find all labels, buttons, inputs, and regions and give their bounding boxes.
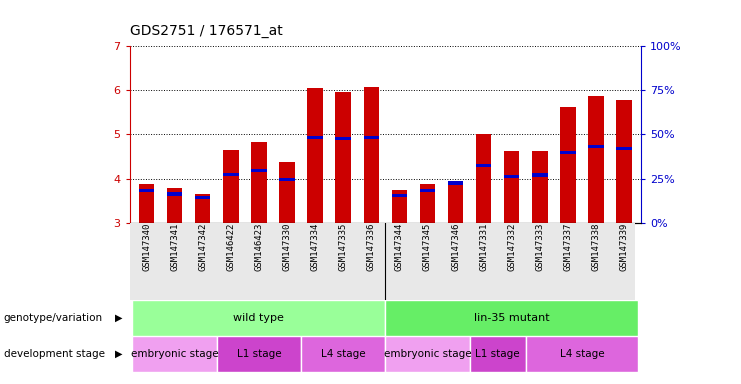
Text: wild type: wild type (233, 313, 285, 323)
Text: L1 stage: L1 stage (476, 349, 520, 359)
Text: GSM147338: GSM147338 (591, 223, 600, 271)
Text: GSM147335: GSM147335 (339, 223, 348, 271)
Bar (308, 136, 323, 139)
Bar (617, 100, 632, 223)
Bar (588, 145, 604, 148)
Text: GSM147334: GSM147334 (310, 223, 319, 271)
Text: GSM147333: GSM147333 (535, 223, 545, 271)
Bar (419, 184, 435, 223)
Text: GSM147330: GSM147330 (282, 223, 291, 271)
Bar (364, 136, 379, 139)
Text: GSM146422: GSM146422 (226, 223, 236, 271)
FancyBboxPatch shape (385, 300, 638, 336)
Bar (532, 151, 548, 223)
Text: GSM147331: GSM147331 (479, 223, 488, 271)
FancyBboxPatch shape (526, 336, 638, 372)
Text: GSM147345: GSM147345 (423, 223, 432, 271)
FancyBboxPatch shape (217, 336, 301, 372)
FancyBboxPatch shape (470, 336, 526, 372)
Text: ▶: ▶ (115, 349, 122, 359)
Bar (588, 96, 604, 223)
Bar (139, 184, 154, 223)
Text: GSM147344: GSM147344 (395, 223, 404, 271)
Bar (476, 164, 491, 167)
Text: genotype/variation: genotype/variation (4, 313, 103, 323)
FancyBboxPatch shape (130, 223, 635, 300)
Bar (167, 192, 182, 195)
Bar (504, 175, 519, 178)
FancyBboxPatch shape (133, 300, 385, 336)
Bar (448, 184, 463, 223)
Bar (336, 137, 351, 141)
Text: ▶: ▶ (115, 313, 122, 323)
Bar (279, 178, 295, 181)
Text: lin-35 mutant: lin-35 mutant (474, 313, 550, 323)
Bar (167, 188, 182, 223)
Bar (504, 151, 519, 223)
Text: GSM147342: GSM147342 (198, 223, 207, 271)
Bar (560, 151, 576, 154)
Bar (392, 190, 407, 223)
Bar (336, 93, 351, 223)
Bar (195, 195, 210, 199)
Bar (560, 107, 576, 223)
Text: GDS2751 / 176571_at: GDS2751 / 176571_at (130, 25, 282, 38)
Text: embryonic stage: embryonic stage (384, 349, 471, 359)
FancyBboxPatch shape (133, 336, 217, 372)
Bar (251, 142, 267, 223)
Bar (392, 194, 407, 197)
Text: embryonic stage: embryonic stage (131, 349, 219, 359)
Text: L4 stage: L4 stage (559, 349, 604, 359)
Bar (617, 147, 632, 150)
Bar (279, 162, 295, 223)
Bar (308, 88, 323, 223)
Bar (532, 174, 548, 177)
Text: GSM147332: GSM147332 (508, 223, 516, 271)
Text: development stage: development stage (4, 349, 104, 359)
Bar (364, 87, 379, 223)
Bar (139, 189, 154, 192)
Text: GSM147336: GSM147336 (367, 223, 376, 271)
Text: GSM147341: GSM147341 (170, 223, 179, 271)
Bar (419, 189, 435, 192)
Text: GSM147337: GSM147337 (563, 223, 573, 271)
Text: GSM147339: GSM147339 (619, 223, 628, 271)
Text: GSM146423: GSM146423 (254, 223, 263, 271)
Bar (223, 150, 239, 223)
Bar (251, 169, 267, 172)
Text: GSM147346: GSM147346 (451, 223, 460, 271)
Text: L4 stage: L4 stage (321, 349, 365, 359)
FancyBboxPatch shape (385, 336, 470, 372)
Bar (195, 194, 210, 223)
FancyBboxPatch shape (301, 336, 385, 372)
Bar (448, 181, 463, 185)
Text: L1 stage: L1 stage (236, 349, 282, 359)
Bar (476, 134, 491, 223)
Text: GSM147340: GSM147340 (142, 223, 151, 271)
Bar (223, 172, 239, 176)
